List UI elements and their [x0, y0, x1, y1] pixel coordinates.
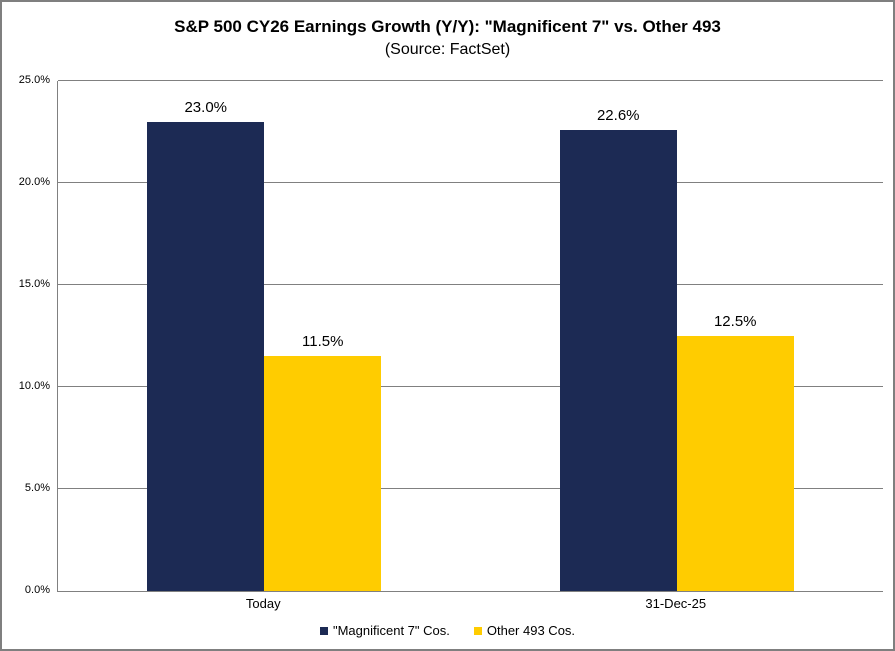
- chart-title: S&P 500 CY26 Earnings Growth (Y/Y): "Mag…: [174, 17, 721, 36]
- bar-value-label: 12.5%: [713, 313, 757, 330]
- y-tick-label: 15.0%: [18, 278, 50, 290]
- bar-value-label: 23.0%: [184, 98, 228, 116]
- bar-value-label: 22.6%: [596, 106, 640, 124]
- y-tick-label: 20.0%: [18, 176, 50, 188]
- legend-swatch-icon: [473, 626, 482, 635]
- x-category-label: 31-Dec-25: [645, 596, 707, 611]
- legend-label: Other 493 Cos.: [486, 623, 576, 638]
- x-axis: Today 31-Dec-25: [57, 596, 882, 614]
- bar-value-label: 11.5%: [302, 333, 344, 351]
- y-axis: 0.0% 5.0% 10.0% 15.0% 20.0% 25.0%: [2, 74, 50, 596]
- gridline: [58, 488, 883, 489]
- y-tick-label: 25.0%: [18, 74, 50, 86]
- bar-magnificent7: [147, 121, 265, 591]
- legend-swatch-icon: [319, 626, 328, 635]
- y-tick-label: 5.0%: [24, 482, 50, 494]
- bar-magnificent7: [559, 129, 677, 591]
- plot-area: 23.0% 11.5% 22.6% 12.5%: [57, 80, 883, 592]
- gridline: [58, 182, 883, 183]
- legend-label: "Magnificent 7" Cos.: [332, 623, 450, 638]
- bar-other493: [264, 356, 382, 591]
- y-tick-label: 10.0%: [18, 380, 50, 392]
- gridline: [58, 80, 883, 81]
- chart-subtitle: (Source: FactSet): [384, 41, 511, 58]
- x-category-label: Today: [245, 596, 281, 611]
- legend-item-magnificent7: "Magnificent 7" Cos.: [319, 623, 450, 638]
- gridline: [58, 284, 883, 285]
- legend: "Magnificent 7" Cos. Other 493 Cos.: [2, 623, 893, 638]
- bar-other493: [676, 336, 794, 591]
- y-tick-label: 0.0%: [24, 584, 50, 596]
- gridline: [58, 386, 883, 387]
- legend-item-other493: Other 493 Cos.: [473, 623, 576, 638]
